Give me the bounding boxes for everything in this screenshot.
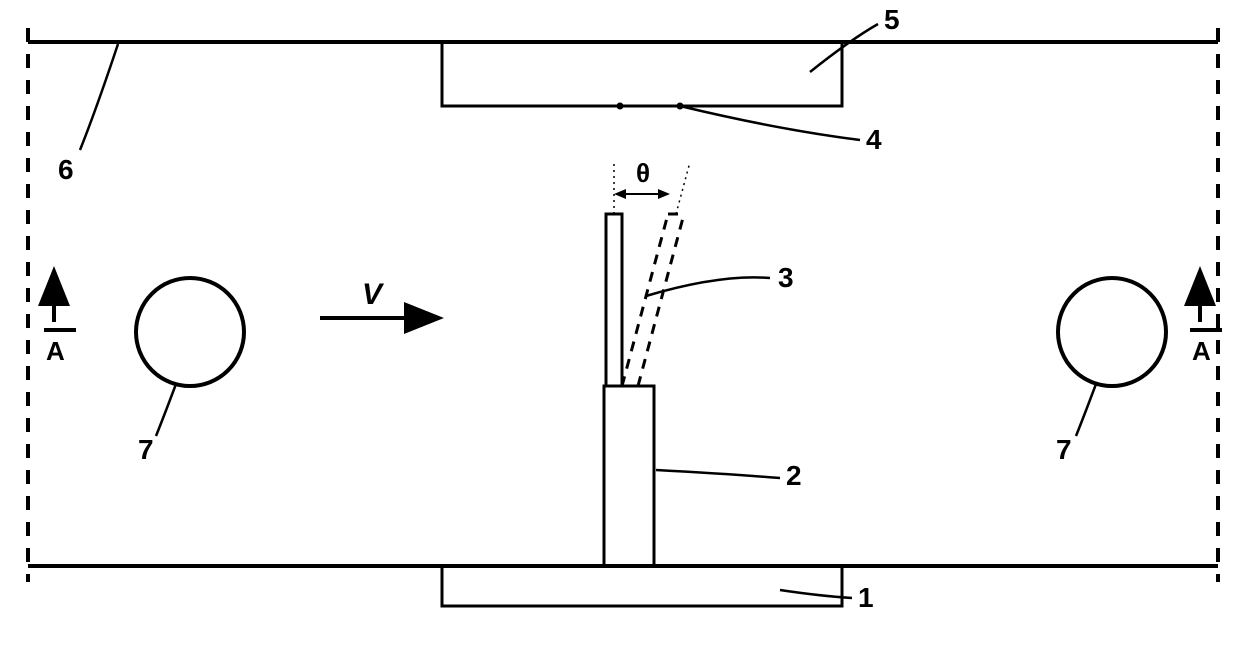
label-1: 1 xyxy=(858,582,874,614)
circle-right xyxy=(1058,278,1166,386)
label-7-right: 7 xyxy=(1056,434,1072,466)
leader-7-left xyxy=(156,384,176,436)
leader-5 xyxy=(810,24,878,72)
schematic-diagram xyxy=(0,0,1240,646)
label-6: 6 xyxy=(58,154,74,186)
arm-solid xyxy=(606,214,622,386)
bottom-block xyxy=(442,566,842,606)
leader-6 xyxy=(80,44,118,150)
label-3: 3 xyxy=(778,262,794,294)
section-mark-left xyxy=(44,274,76,330)
arm-dashed xyxy=(622,214,684,386)
leader-4 xyxy=(680,106,860,140)
dot-mark-1 xyxy=(617,103,624,110)
label-7-left: 7 xyxy=(138,434,154,466)
top-block xyxy=(442,42,842,106)
post xyxy=(604,386,654,566)
circle-left xyxy=(136,278,244,386)
label-theta: θ xyxy=(636,158,650,189)
theta-guide-tilted xyxy=(676,162,690,214)
label-velocity: V xyxy=(362,278,382,312)
theta-arrow xyxy=(614,189,670,199)
label-section-left: A xyxy=(46,336,65,367)
label-section-right: A xyxy=(1192,336,1211,367)
label-5: 5 xyxy=(884,4,900,36)
leader-7-right xyxy=(1076,384,1096,436)
label-4: 4 xyxy=(866,124,882,156)
leader-3 xyxy=(646,277,770,296)
label-2: 2 xyxy=(786,460,802,492)
leader-2 xyxy=(656,470,780,478)
